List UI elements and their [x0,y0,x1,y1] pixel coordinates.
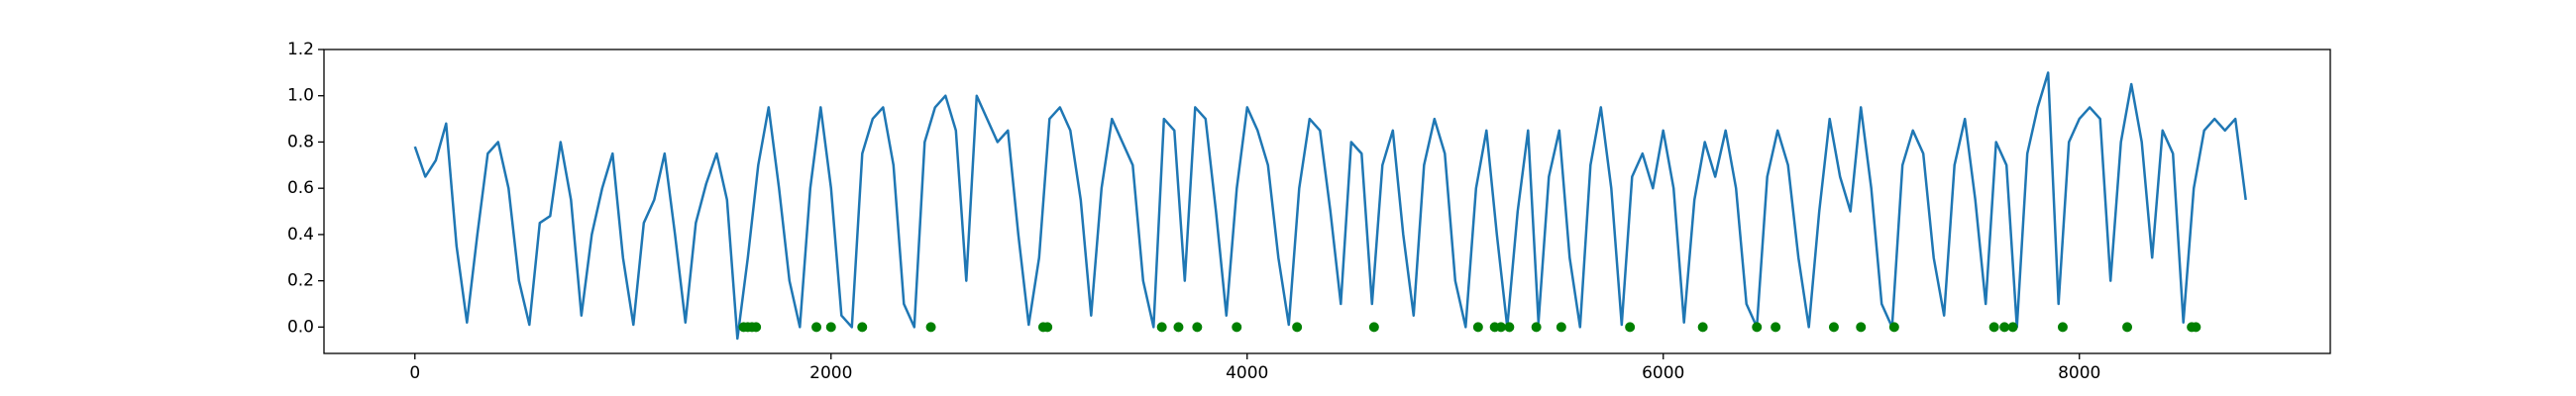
y-tick-label: 0.2 [287,271,314,291]
scatter-point [925,322,936,333]
x-tick-label: 6000 [1642,363,1684,383]
y-tick-label: 0.6 [287,178,314,198]
x-tick-label: 8000 [2058,363,2100,383]
scatter-point [1625,322,1636,333]
scatter-point [1856,322,1867,333]
scatter-point [1556,322,1566,333]
scatter-point [2007,322,2018,333]
scatter-point [825,322,836,333]
scatter-point [1888,322,1899,333]
scatter-point [1531,322,1542,333]
scatter-point [857,322,868,333]
scatter-point [1042,322,1053,333]
scatter-point [1472,322,1483,333]
scatter-point [1828,322,1839,333]
scatter-point [1232,322,1242,333]
data-line [413,71,2247,341]
scatter-point [751,322,762,333]
scatter-point [1504,322,1515,333]
scatter-point [1292,322,1303,333]
x-tick-label: 4000 [1226,363,1268,383]
scatter-point [2191,322,2201,333]
y-tick-label: 1.0 [287,86,314,106]
x-tick-label: 2000 [809,363,852,383]
scatter-point [2057,322,2068,333]
x-tick-label: 0 [409,363,420,383]
scatter-point [2122,322,2133,333]
y-tick-label: 0.8 [287,132,314,151]
scatter-point [811,322,822,333]
scatter-point [1752,322,1763,333]
scatter-point [1495,322,1506,333]
y-tick-label: 1.2 [287,40,314,59]
scatter-point [1192,322,1203,333]
y-tick-label: 0.4 [287,225,314,245]
scatter-point [1999,322,2010,333]
scatter-point [1771,322,1781,333]
scatter-point [1156,322,1167,333]
scatter-point [1173,322,1184,333]
plot-frame [323,49,2331,354]
scatter-point [1697,322,1708,333]
scatter-point [1368,322,1379,333]
scatter-point [1988,322,1999,333]
y-tick-label: 0.0 [287,317,314,337]
